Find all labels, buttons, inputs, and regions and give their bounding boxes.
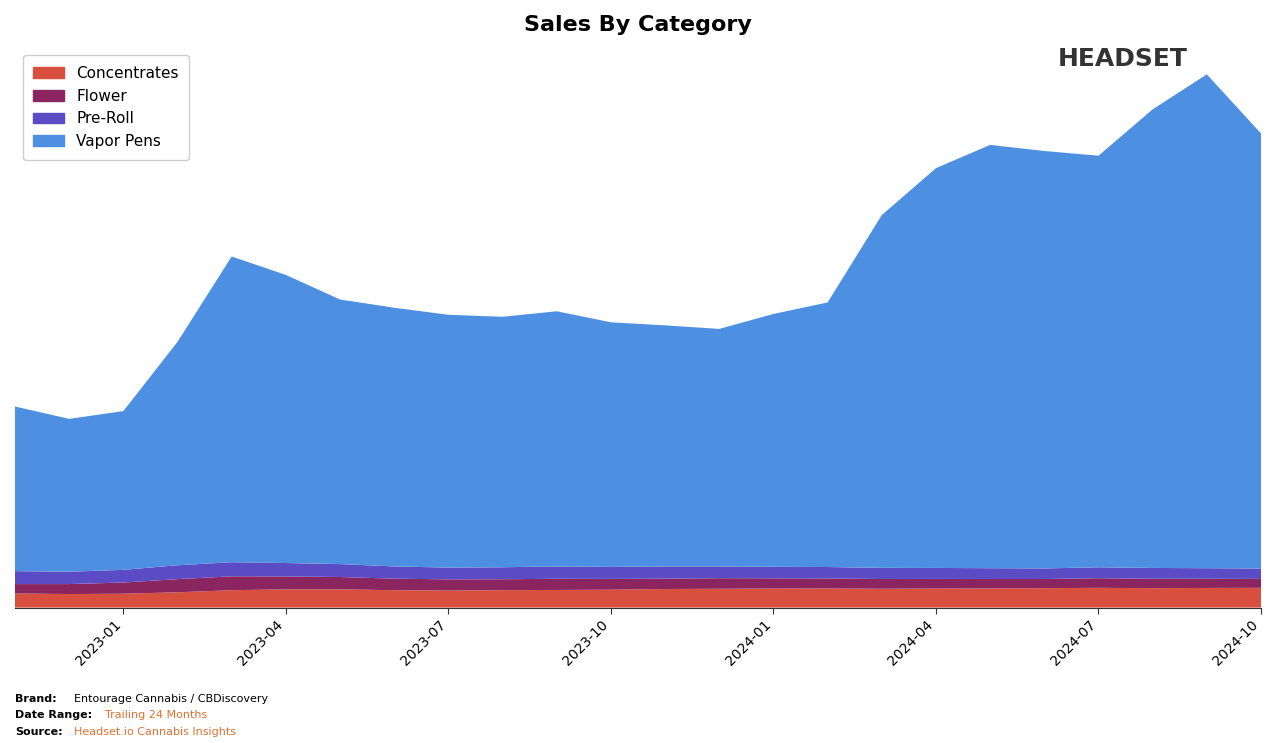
Legend: Concentrates, Flower, Pre-Roll, Vapor Pens: Concentrates, Flower, Pre-Roll, Vapor Pe… bbox=[23, 55, 189, 160]
Text: Headset.io Cannabis Insights: Headset.io Cannabis Insights bbox=[74, 727, 236, 737]
Text: Date Range:: Date Range: bbox=[15, 710, 92, 721]
Text: HEADSET: HEADSET bbox=[1058, 48, 1188, 71]
Text: Source:: Source: bbox=[15, 727, 63, 737]
Text: Entourage Cannabis / CBDiscovery: Entourage Cannabis / CBDiscovery bbox=[74, 694, 268, 704]
Text: Trailing 24 Months: Trailing 24 Months bbox=[105, 710, 207, 721]
Title: Sales By Category: Sales By Category bbox=[524, 15, 752, 35]
Text: Brand:: Brand: bbox=[15, 694, 57, 704]
